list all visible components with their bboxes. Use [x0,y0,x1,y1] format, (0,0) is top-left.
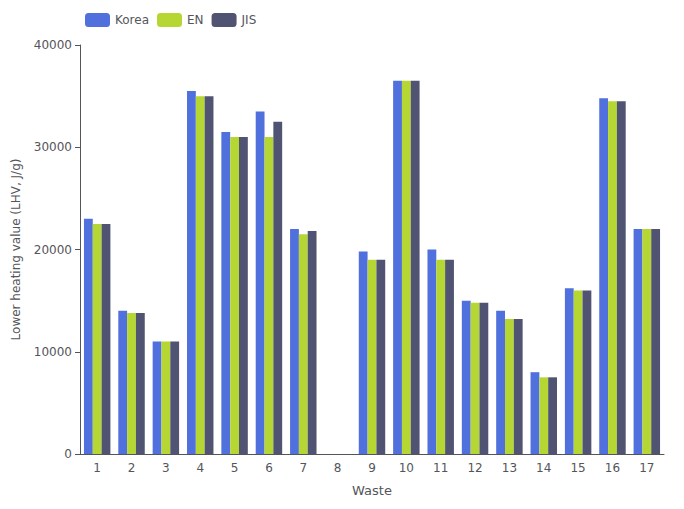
svg-text:3: 3 [162,461,170,475]
svg-text:Korea: Korea [115,13,149,27]
svg-text:0: 0 [64,447,72,461]
svg-text:16: 16 [605,461,620,475]
svg-text:15: 15 [570,461,585,475]
svg-text:17: 17 [639,461,654,475]
svg-text:10000: 10000 [34,345,72,359]
svg-text:1: 1 [93,461,101,475]
svg-text:40000: 40000 [34,38,72,52]
svg-text:13: 13 [502,461,517,475]
svg-text:2: 2 [128,461,136,475]
svg-text:Waste: Waste [352,483,392,498]
svg-text:9: 9 [368,461,376,475]
svg-text:30000: 30000 [34,140,72,154]
svg-text:7: 7 [299,461,307,475]
svg-text:5: 5 [231,461,239,475]
svg-text:14: 14 [536,461,551,475]
svg-text:4: 4 [196,461,204,475]
svg-text:11: 11 [433,461,448,475]
svg-text:12: 12 [467,461,482,475]
svg-text:20000: 20000 [34,243,72,257]
svg-text:6: 6 [265,461,273,475]
svg-text:Lower heating value (LHV, J/g): Lower heating value (LHV, J/g) [9,159,23,341]
svg-text:10: 10 [399,461,414,475]
svg-text:8: 8 [334,461,342,475]
svg-text:EN: EN [187,13,204,27]
svg-text:JIS: JIS [241,13,257,27]
